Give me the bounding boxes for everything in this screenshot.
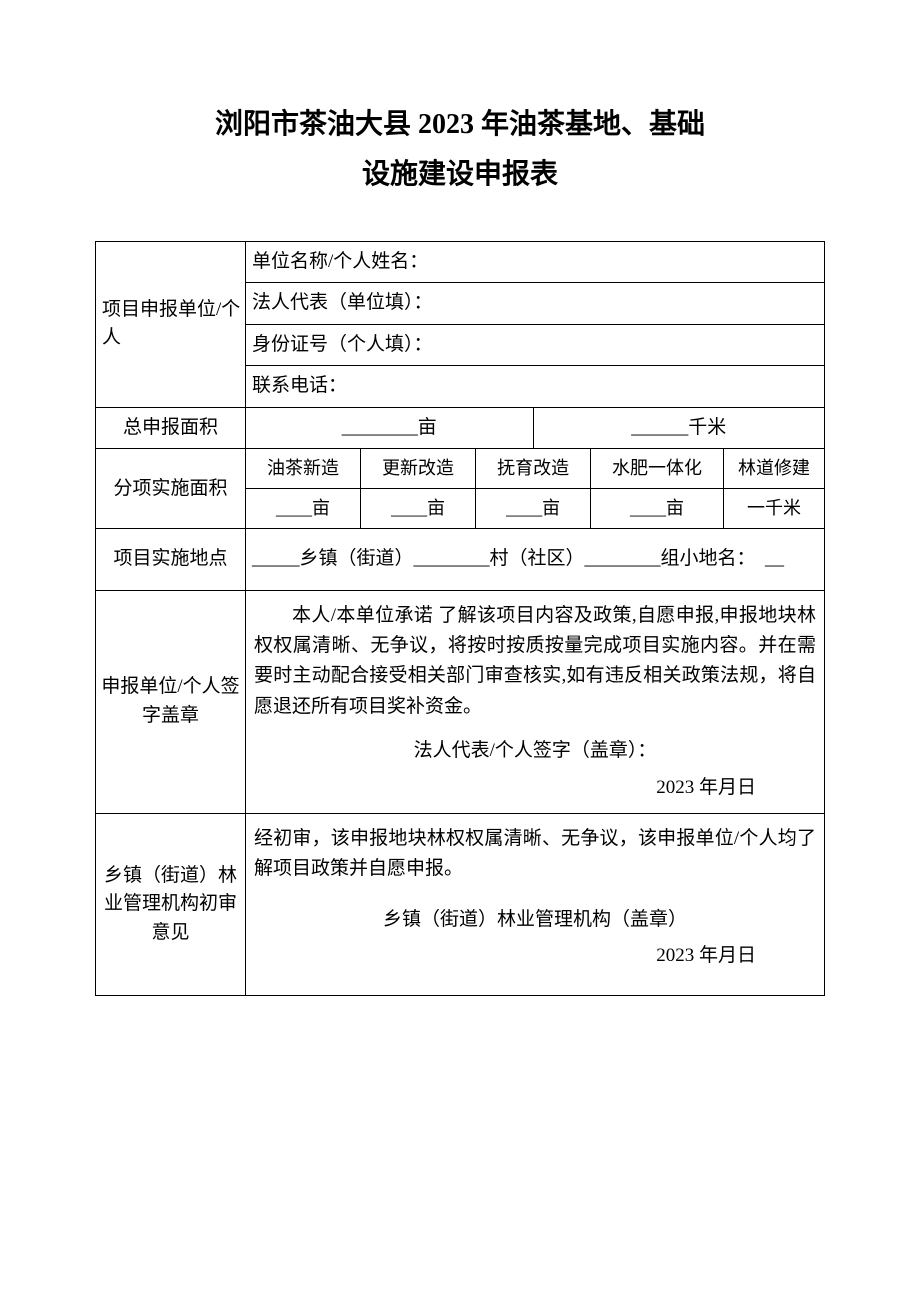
location-label: 项目实施地点 (96, 529, 246, 590)
total-area-row: 总申报面积 ________亩 ______千米 (96, 407, 825, 449)
title-line-1: 浏阳市茶油大县 2023 年油茶基地、基础 (95, 100, 825, 150)
subitem-v-4: 一千米 (723, 489, 824, 529)
declaration-date: 2023 年月日 (254, 773, 816, 803)
declaration-row: 申报单位/个人签字盖章 本人/本单位承诺 了解该项目内容及政策,自愿申报,申报地… (96, 590, 825, 813)
subitem-h-1: 更新改造 (361, 449, 476, 489)
review-sig: 乡镇（街道）林业管理机构（盖章） (254, 905, 816, 935)
total-area-mu: ________亩 (246, 407, 534, 449)
subitem-header-row: 分项实施面积 油茶新造 更新改造 抚育改造 水肥一体化 林道修建 (96, 449, 825, 489)
declaration-sig: 法人代表/个人签字（盖章）： (254, 736, 816, 766)
subitem-v-0: ____亩 (246, 489, 361, 529)
title-line-2: 设施建设申报表 (95, 150, 825, 200)
declaration-cell: 本人/本单位承诺 了解该项目内容及政策,自愿申报,申报地块林权权属清晰、无争议，… (246, 590, 825, 813)
location-row: 项目实施地点 _____乡镇（街道）________村（社区）________组… (96, 529, 825, 590)
application-form-table: 项目申报单位/个人 单位名称/个人姓名： 法人代表（单位填）： 身份证号（个人填… (95, 241, 825, 997)
subitem-h-3: 水肥一体化 (591, 449, 724, 489)
subitem-v-2: ____亩 (476, 489, 591, 529)
subitem-h-2: 抚育改造 (476, 449, 591, 489)
review-row: 乡镇（街道）林业管理机构初审意见 经初审，该申报地块林权权属清晰、无争议，该申报… (96, 813, 825, 996)
subitem-label: 分项实施面积 (96, 449, 246, 529)
review-body: 经初审，该申报地块林权权属清晰、无争议，该申报单位/个人均了解项目政策并自愿申报… (254, 828, 816, 879)
declaration-label: 申报单位/个人签字盖章 (96, 590, 246, 813)
review-cell: 经初审，该申报地块林权权属清晰、无争议，该申报单位/个人均了解项目政策并自愿申报… (246, 813, 825, 996)
applicant-id-field: 身份证号（个人填）： (246, 324, 825, 366)
subitem-h-0: 油茶新造 (246, 449, 361, 489)
applicant-name-field: 单位名称/个人姓名： (246, 241, 825, 283)
applicant-legalrep-field: 法人代表（单位填）： (246, 283, 825, 325)
total-area-km: ______千米 (533, 407, 824, 449)
declaration-body: 本人/本单位承诺 了解该项目内容及政策,自愿申报,申报地块林权权属清晰、无争议，… (254, 601, 816, 723)
applicant-label: 项目申报单位/个人 (96, 241, 246, 407)
subitem-v-3: ____亩 (591, 489, 724, 529)
document-title: 浏阳市茶油大县 2023 年油茶基地、基础 设施建设申报表 (95, 100, 825, 201)
total-area-label: 总申报面积 (96, 407, 246, 449)
applicant-row-name: 项目申报单位/个人 单位名称/个人姓名： (96, 241, 825, 283)
subitem-h-4: 林道修建 (723, 449, 824, 489)
applicant-phone-field: 联系电话： (246, 366, 825, 408)
review-label: 乡镇（街道）林业管理机构初审意见 (96, 813, 246, 996)
review-date: 2023 年月日 (254, 941, 816, 971)
location-text: _____乡镇（街道）________村（社区）________组小地名： __ (246, 529, 825, 590)
subitem-v-1: ____亩 (361, 489, 476, 529)
